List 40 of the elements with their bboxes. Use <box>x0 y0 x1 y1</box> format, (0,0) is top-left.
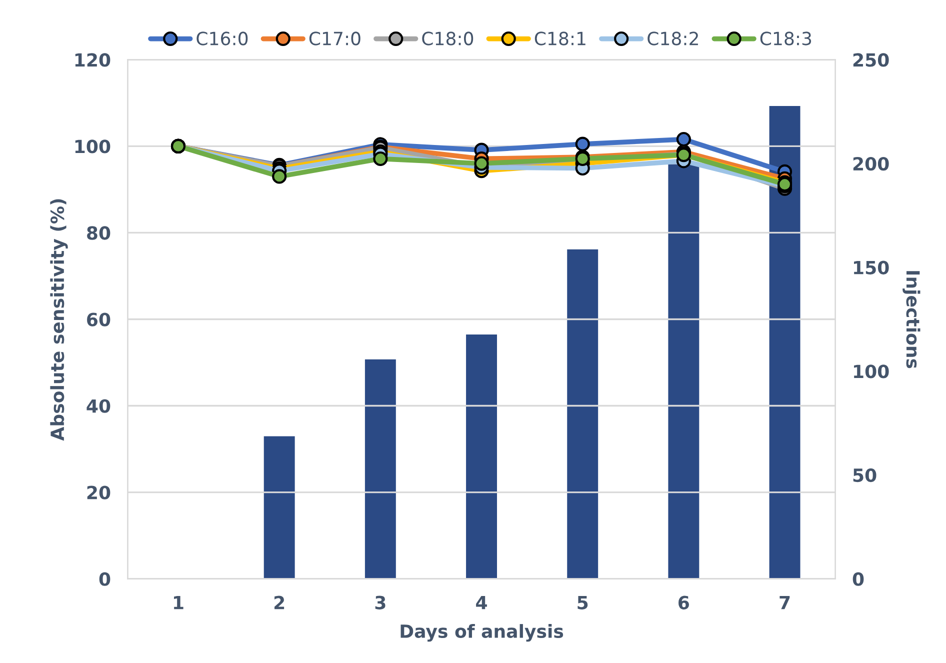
x-tick-label: 7 <box>780 596 790 610</box>
y2-axis-title: Injections <box>902 271 920 368</box>
y-tick-label: 120 <box>75 53 110 67</box>
legend-label: C18:3 <box>760 32 812 46</box>
point <box>373 151 388 166</box>
x-tick-label: 3 <box>375 596 386 610</box>
y-tick-label: 20 <box>87 486 110 500</box>
point <box>474 156 489 171</box>
y-axis-title: Absolute sensitivity (%) <box>50 199 68 441</box>
y2-tick-label: 0 <box>852 572 864 586</box>
y-tick-label: 60 <box>87 312 110 326</box>
point <box>575 136 590 152</box>
bar <box>666 162 701 579</box>
x-tick-label: 4 <box>476 596 487 610</box>
legend-label: C17:0 <box>309 32 360 46</box>
x-tick-label: 6 <box>678 596 689 610</box>
x-tick-label: 5 <box>578 596 588 610</box>
bar <box>768 104 802 579</box>
point <box>676 132 691 147</box>
bar <box>262 434 296 579</box>
y2-tick-label: 150 <box>854 260 889 274</box>
y2-tick-label: 250 <box>853 53 889 67</box>
x-tick-label: 2 <box>274 596 284 610</box>
bar <box>566 248 600 579</box>
x-tick-label: 1 <box>174 596 184 610</box>
legend-label: C16:0 <box>196 32 248 46</box>
y2-tick-label: 200 <box>853 156 889 171</box>
legend-label: C18:1 <box>534 32 586 46</box>
y2-tick-label: 100 <box>854 364 889 378</box>
bar <box>464 333 498 579</box>
legend-label: C18:2 <box>648 32 698 46</box>
y-tick-label: 0 <box>99 572 110 586</box>
y-tick-label: 80 <box>87 226 110 240</box>
y2-tick-label: 50 <box>853 468 876 482</box>
bar <box>364 358 398 579</box>
legend-label: C18:0 <box>422 32 474 46</box>
y-tick-label: 40 <box>86 399 110 413</box>
point <box>272 169 287 184</box>
y-tick-label: 100 <box>75 140 110 154</box>
x-axis-title: Days of analysis <box>400 624 564 642</box>
